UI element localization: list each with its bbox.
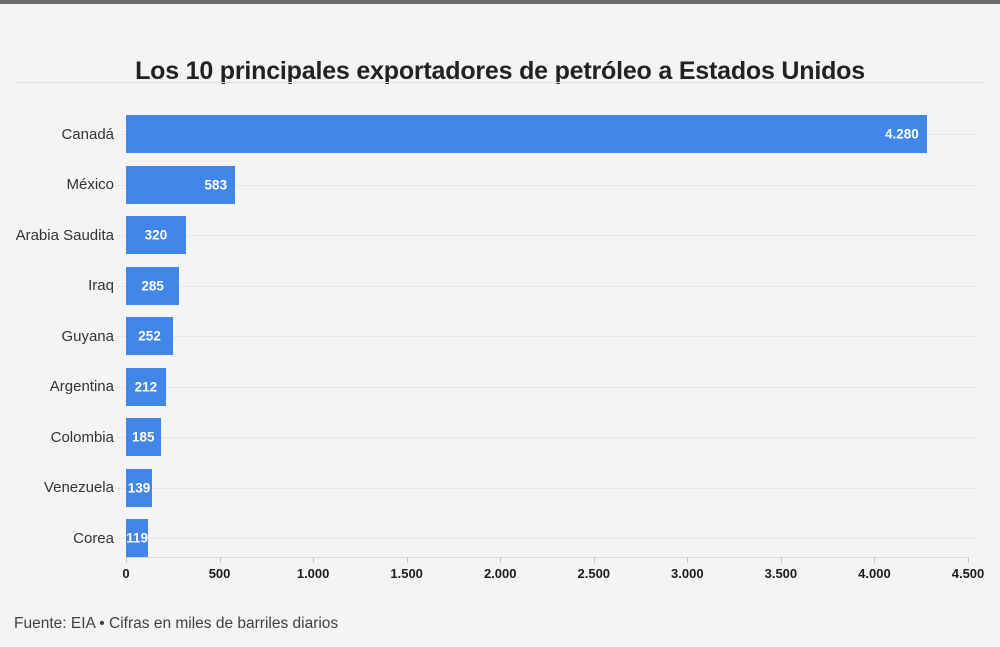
x-axis-tick-label: 3.000 [671,566,704,581]
x-axis-tick-label: 4.000 [858,566,891,581]
row-gridline [116,437,978,439]
x-axis-tick-label: 1.500 [390,566,423,581]
bar[interactable]: 212 [126,367,166,406]
bar-track: 583 [116,160,978,211]
source-note: Fuente: EIA • Cifras en miles de barrile… [14,615,339,632]
bar-track: 119 [116,513,978,564]
x-axis-tick-label: 4.500 [951,566,985,581]
row-gridline [116,184,978,186]
bar[interactable]: 139 [126,468,152,507]
row-gridline [116,285,978,287]
bar-row: Guyana 252 [0,311,1000,362]
bar-chart-plot-area: Canadá 4.280 México 583 Arabia Saudita 320 Ira… [0,109,1000,564]
bar-row: Colombia 185 [0,412,1000,463]
category-label: Guyana [61,327,114,345]
row-gridline [116,386,978,388]
row-gridline [116,235,978,237]
bar-row: Venezuela 139 [0,463,1000,514]
bar-value-label: 212 [134,379,158,395]
bar[interactable]: 4.280 [126,115,927,154]
bar[interactable]: 252 [126,317,174,356]
bar-value-label: 139 [127,480,151,496]
bar[interactable]: 583 [126,165,236,204]
bar-track: 139 [116,463,978,514]
x-axis: 0 500 1.000 1.500 2.000 2.500 3.000 3.500 4.000 4… [122,557,984,587]
x-axis-tick [126,557,127,563]
row-gridline [116,487,978,489]
bar-value-label: 119 [126,530,149,546]
bar-track: 212 [116,362,978,413]
bar-value-label: 4.280 [885,126,919,142]
top-accent-bar [0,0,1000,4]
category-label: Iraq [88,277,114,295]
category-label: Corea [73,529,114,547]
x-axis-tick [219,557,221,563]
x-axis-tick [780,557,782,563]
bar-value-label: 185 [132,429,155,445]
x-axis-tick [313,557,315,563]
category-label: Colombia [50,428,114,446]
bar[interactable]: 119 [126,519,149,558]
row-gridline [116,538,978,540]
bar[interactable]: 185 [126,418,161,457]
bar-row: Argentina 212 [0,362,1000,413]
x-axis-tick-label: 500 [208,566,231,581]
x-axis-tick-label: 2.500 [577,566,611,581]
category-label: Argentina [49,378,114,396]
bar-row: Canadá 4.280 [0,109,1000,160]
x-axis-tick [687,557,689,563]
category-label: México [66,176,114,194]
bar-value-label: 252 [138,328,161,344]
bar-value-label: 320 [144,227,168,243]
bar-track: 185 [116,412,978,463]
bar-row: Iraq 285 [0,261,1000,312]
bar-track: 252 [116,311,978,362]
category-label: Arabia Saudita [15,226,114,244]
x-axis-tick [500,557,502,563]
x-axis-tick [968,557,969,563]
row-gridline [116,336,978,338]
x-axis-tick [874,557,876,563]
bar-row: México 583 [0,160,1000,211]
x-axis-line [126,557,968,558]
x-axis-tick-label: 2.000 [483,566,517,581]
bar-track: 320 [116,210,978,261]
bar-track: 4.280 [116,109,978,160]
category-label: Venezuela [43,479,114,497]
x-axis-tick-label: 3.500 [764,566,798,581]
bar[interactable]: 320 [126,216,186,255]
bar-row: Corea 119 [0,513,1000,564]
bar-track: 285 [116,261,978,312]
bar-value-label: 285 [141,278,164,294]
bar[interactable]: 285 [126,266,180,305]
title-divider [14,82,986,83]
category-label: Canadá [61,125,114,143]
x-axis-tick [593,557,595,563]
chart-title: Los 10 principales exportadores de petró… [135,56,865,85]
x-axis-tick-label: 0 [122,566,130,581]
x-axis-tick [406,557,408,563]
bar-value-label: 583 [204,177,228,193]
bar-row: Arabia Saudita 320 [0,210,1000,261]
x-axis-tick-label: 1.000 [296,566,330,581]
